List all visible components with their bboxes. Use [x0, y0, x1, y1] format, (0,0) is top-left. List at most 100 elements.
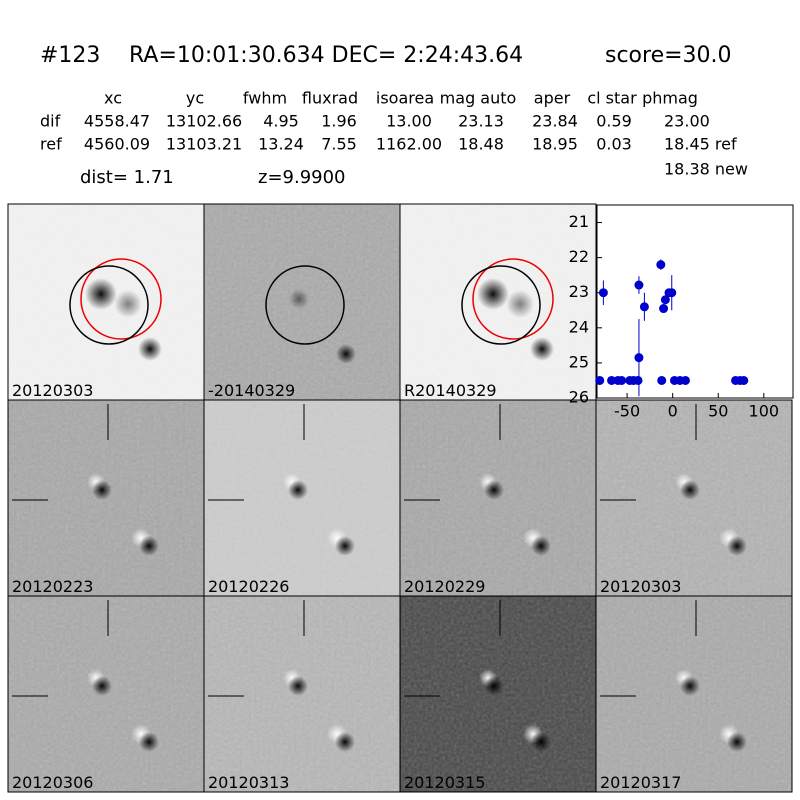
- stamp-label: R20140329: [404, 381, 497, 400]
- stamp-label: 20120226: [208, 577, 289, 596]
- blob-dark: [139, 536, 159, 556]
- table-cell: 7.55: [321, 135, 357, 154]
- stamp-label: 20120306: [12, 773, 93, 792]
- x-tick-label: 50: [708, 402, 728, 421]
- data-point: [667, 288, 677, 298]
- column-header: yc: [186, 89, 204, 108]
- table-cell: 4558.47: [84, 112, 150, 131]
- data-point: [660, 295, 670, 305]
- data-point: [617, 375, 627, 385]
- data-point: [634, 280, 644, 290]
- table-cell: 0.03: [596, 135, 632, 154]
- blob-dark: [335, 536, 355, 556]
- blob-dark: [680, 676, 700, 696]
- stamp-label: -20140329: [208, 381, 295, 400]
- data-point: [739, 375, 749, 385]
- table-cell: 23.84: [532, 112, 578, 131]
- stamp-label: 20120315: [404, 773, 485, 792]
- table-cell: 18.45 ref: [664, 135, 737, 154]
- table-cell: 18.48: [458, 135, 504, 154]
- blob-dark: [335, 732, 355, 752]
- source-blob: [530, 337, 554, 361]
- data-point: [634, 353, 644, 363]
- source-blob: [289, 289, 309, 309]
- data-point: [659, 304, 669, 314]
- blob-dark: [484, 676, 504, 696]
- row-label: ref: [40, 135, 62, 154]
- table-cell: 4.95: [263, 112, 299, 131]
- table-cell: 13.00: [386, 112, 432, 131]
- aperture: [461, 265, 541, 345]
- column-header: phmag: [642, 89, 698, 108]
- y-tick-label: 24: [569, 317, 589, 336]
- candidate-id: #123: [40, 43, 100, 68]
- row-label: dif: [40, 112, 61, 131]
- data-point: [639, 302, 649, 312]
- column-header: fluxrad: [302, 89, 358, 108]
- x-tick-label: -50: [614, 402, 640, 421]
- aperture: [265, 265, 345, 345]
- column-header: mag auto: [440, 89, 517, 108]
- table-cell: 0.59: [596, 112, 632, 131]
- distance: dist= 1.71: [80, 167, 174, 188]
- stamp-label: 20120303: [12, 381, 93, 400]
- data-point: [598, 288, 608, 298]
- source-blob: [85, 278, 117, 310]
- data-point: [595, 375, 605, 385]
- blob-dark: [727, 732, 747, 752]
- blob-dark: [288, 480, 308, 500]
- lightcurve-plot: 21 22 23 24 25 26 -50 0 50 100: [569, 204, 794, 421]
- table-cell: 13102.66: [166, 112, 242, 131]
- table-cell: 23.13: [458, 112, 504, 131]
- stamp-label: 20120229: [404, 577, 485, 596]
- table-cell: 23.00: [664, 112, 710, 131]
- aperture: [69, 265, 149, 345]
- blob-dark: [727, 536, 747, 556]
- stamp-label: 20120317: [600, 773, 681, 792]
- blob-dark: [531, 536, 551, 556]
- score: score=30.0: [605, 43, 732, 68]
- blob-dark: [531, 732, 551, 752]
- stamp-label: 20120313: [208, 773, 289, 792]
- plot-area: [596, 204, 794, 399]
- source-blob: [477, 278, 509, 310]
- y-tick-label: 23: [569, 282, 589, 301]
- data-point: [657, 375, 667, 385]
- stamp-label: 20120223: [12, 577, 93, 596]
- table-cell: 13.24: [258, 135, 304, 154]
- blob-dark: [288, 676, 308, 696]
- stamp-label: 20120303: [600, 577, 681, 596]
- blob-dark: [92, 676, 112, 696]
- stamps: 20120303 -20140329 R20140329 20120223 201202…: [7, 203, 793, 793]
- y-tick-label: 21: [569, 212, 589, 231]
- y-tick-label: 25: [569, 352, 589, 371]
- y-tick-label: 26: [569, 388, 589, 407]
- table-cell: 1.96: [321, 112, 357, 131]
- x-tick-label: 0: [668, 402, 678, 421]
- x-tick-label: 100: [749, 402, 780, 421]
- data-point: [680, 375, 690, 385]
- source-blob: [336, 344, 356, 364]
- column-header: cl star: [587, 89, 637, 108]
- table-cell: 1162.00: [376, 135, 442, 154]
- column-header: xc: [104, 89, 122, 108]
- blob-dark: [92, 480, 112, 500]
- y-tick-label: 22: [569, 247, 589, 266]
- source-blob: [506, 290, 534, 318]
- table-cell: 4560.09: [84, 135, 150, 154]
- coordinates: RA=10:01:30.634 DEC= 2:24:43.64: [129, 43, 523, 68]
- aperture-ref: [80, 258, 162, 340]
- column-header: isoarea: [376, 89, 434, 108]
- blob-dark: [680, 480, 700, 500]
- blob-dark: [484, 480, 504, 500]
- redshift: z=9.9900: [258, 167, 346, 188]
- column-header: aper: [534, 89, 571, 108]
- new-mag: 18.38 new: [664, 160, 748, 179]
- source-blob: [114, 290, 142, 318]
- table-cell: 18.95: [532, 135, 578, 154]
- data-point: [656, 260, 666, 270]
- blob-dark: [139, 732, 159, 752]
- column-header: fwhm: [243, 89, 287, 108]
